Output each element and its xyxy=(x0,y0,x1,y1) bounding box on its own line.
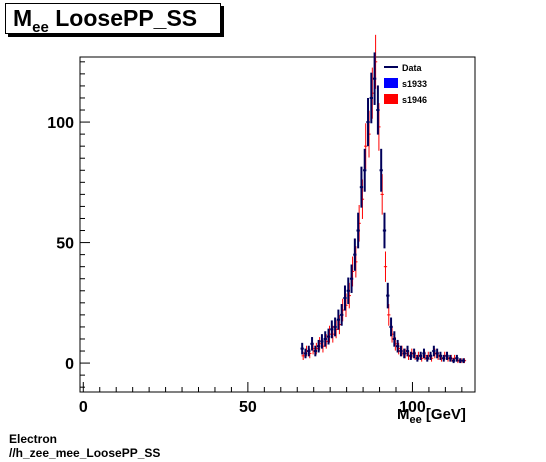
y-tick-label: 100 xyxy=(47,115,74,132)
axes-ticks xyxy=(80,61,463,392)
x-tick-label: 100 xyxy=(399,399,426,416)
legend-swatch-s1933 xyxy=(384,78,398,88)
xlabel-main: M xyxy=(397,406,410,423)
footer-label-electron: Electron xyxy=(9,432,58,446)
legend-label-s1933: s1933 xyxy=(402,79,427,89)
title-main: M xyxy=(13,5,33,31)
xlabel-rest: [GeV] xyxy=(421,406,466,423)
x-tick-label: 50 xyxy=(239,399,257,416)
legend-swatch-s1946 xyxy=(384,94,398,104)
tick-labels: 0 50 100 0 50 100 xyxy=(47,115,426,416)
x-axis-label: Mee [GeV] xyxy=(397,406,466,426)
series-s1946 xyxy=(301,34,467,364)
legend-label-s1946: s1946 xyxy=(402,95,427,105)
y-tick-label: 50 xyxy=(56,236,74,253)
x-tick-label: 0 xyxy=(79,399,88,416)
legend-label-data: Data xyxy=(402,63,423,73)
plot-frame xyxy=(79,56,476,393)
legend: Data s1933 s1946 xyxy=(384,63,427,105)
footer-histogram-path: //h_zee_mee_LoosePP_SS xyxy=(9,446,161,460)
series-data xyxy=(300,52,466,364)
title-subscript: ee xyxy=(32,19,49,36)
title-rest: LoosePP_SS xyxy=(48,5,198,31)
xlabel-subscript: ee xyxy=(409,414,422,426)
y-tick-label: 0 xyxy=(65,356,74,373)
histogram-title-box: Mee LoosePP_SS xyxy=(5,3,221,36)
